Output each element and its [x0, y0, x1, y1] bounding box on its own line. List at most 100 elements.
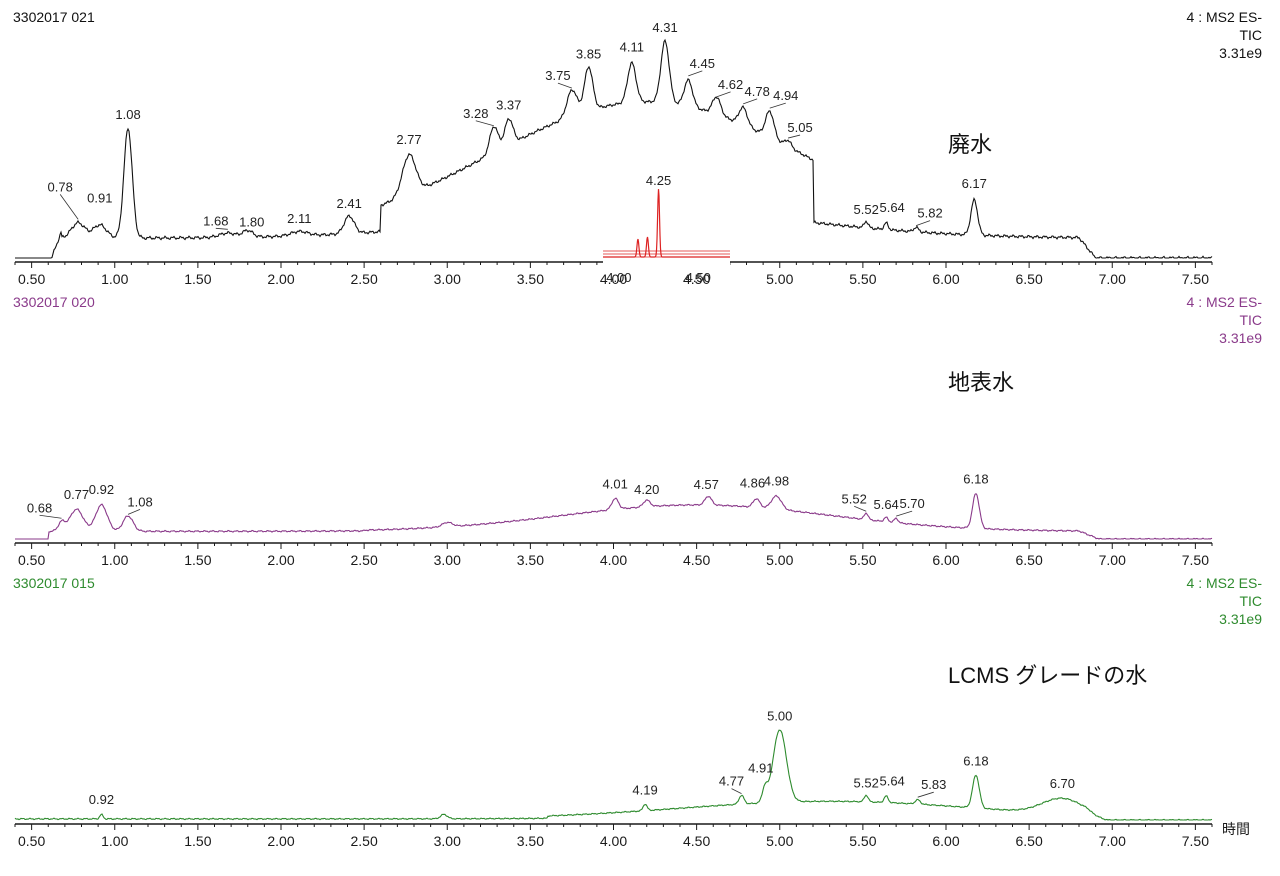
peak-label: 5.00: [767, 708, 792, 723]
x-tick-label: 1.00: [101, 271, 128, 287]
x-tick-label: 7.50: [1182, 552, 1209, 568]
peak-label: 6.17: [962, 176, 987, 191]
peak-label: 5.52: [854, 202, 879, 217]
instrument-label: TIC: [1239, 593, 1262, 609]
peak-label: 2.41: [337, 196, 362, 211]
instrument-label: 4 : MS2 ES-: [1187, 9, 1263, 25]
inset-tick-label: 4.00: [606, 270, 631, 285]
peak-label: 2.11: [287, 211, 311, 226]
x-tick-label: 7.00: [1099, 271, 1126, 287]
x-tick-label: 5.00: [766, 552, 793, 568]
peak-label: 4.11: [620, 40, 644, 55]
x-tick-label: 1.50: [184, 552, 211, 568]
peak-label: 0.78: [48, 179, 73, 194]
peak-leader-line: [215, 227, 228, 230]
peak-label: 0.92: [89, 482, 114, 497]
inset-trace: [603, 189, 730, 258]
peak-label: 5.64: [873, 497, 898, 512]
x-tick-label: 7.50: [1182, 833, 1209, 849]
instrument-label: 4 : MS2 ES-: [1187, 294, 1263, 310]
peak-label: 0.91: [87, 191, 112, 206]
peak-label: 4.86: [740, 476, 765, 491]
tic-trace: [15, 492, 1213, 540]
x-tick-label: 1.50: [184, 271, 211, 287]
x-tick-label: 4.00: [600, 833, 627, 849]
peak-label: 4.20: [634, 482, 659, 497]
x-tick-label: 5.00: [766, 271, 793, 287]
x-tick-label: 5.50: [849, 552, 876, 568]
x-tick-label: 1.00: [101, 833, 128, 849]
peak-label: 4.94: [773, 88, 798, 103]
x-tick-label: 6.50: [1016, 552, 1043, 568]
peak-leader-line: [127, 508, 141, 515]
peak-label: 4.45: [690, 56, 715, 71]
peak-label: 6.18: [963, 472, 988, 487]
x-tick-label: 5.00: [766, 833, 793, 849]
peak-label: 6.70: [1050, 776, 1075, 791]
peak-label: 0.68: [27, 500, 52, 515]
peak-leader-line: [688, 70, 703, 77]
sample-name: 廃水: [948, 132, 992, 157]
x-tick-label: 3.50: [517, 552, 544, 568]
tic-trace: [15, 38, 1213, 259]
peak-leader-line: [731, 788, 742, 795]
tic-trace: [14, 729, 1213, 821]
x-tick-label: 5.50: [849, 833, 876, 849]
peak-label: 3.28: [463, 106, 488, 121]
peak-label: 5.82: [917, 206, 942, 221]
peak-label: 0.77: [64, 487, 89, 502]
inset-axis-background: [603, 256, 730, 270]
peak-label: 1.08: [127, 494, 152, 509]
peak-label: 4.98: [764, 473, 789, 488]
x-tick-label: 4.50: [683, 833, 710, 849]
peak-label: 1.80: [239, 215, 264, 230]
peak-leader-line: [743, 98, 758, 105]
x-tick-label: 1.00: [101, 552, 128, 568]
peak-leader-line: [557, 82, 573, 89]
x-tick-label: 2.50: [351, 552, 378, 568]
x-tick-label: 0.50: [18, 833, 45, 849]
peak-leader-line: [915, 220, 931, 226]
x-tick-label: 2.50: [351, 271, 378, 287]
peak-label: 4.31: [652, 20, 677, 35]
peak-leader-line: [787, 134, 801, 139]
peak-leader-line: [475, 120, 494, 127]
peak-label: 4.62: [718, 77, 743, 92]
peak-label: 4.57: [694, 477, 719, 492]
peak-leader-line: [769, 102, 786, 109]
x-tick-label: 2.00: [267, 833, 294, 849]
peak-leader-line: [59, 194, 79, 220]
x-tick-label: 4.00: [600, 271, 627, 287]
x-tick-label: 1.50: [184, 833, 211, 849]
peak-leader-line: [854, 505, 867, 512]
peak-label: 6.18: [963, 753, 988, 768]
peak-label: 5.52: [842, 491, 867, 506]
instrument-label: 3.31e9: [1219, 330, 1262, 346]
x-tick-label: 3.50: [517, 271, 544, 287]
peak-label: 1.68: [203, 213, 228, 228]
x-tick-label: 2.00: [267, 271, 294, 287]
x-tick-label: 7.00: [1099, 552, 1126, 568]
x-tick-label: 3.00: [434, 271, 461, 287]
run-id-label: 3302017 015: [13, 575, 95, 591]
peak-label: 5.70: [899, 496, 924, 511]
x-tick-label: 6.50: [1016, 271, 1043, 287]
peak-leader-line: [896, 510, 913, 517]
run-id-label: 3302017 021: [13, 9, 95, 25]
x-tick-label: 4.50: [683, 552, 710, 568]
peak-label: 3.37: [496, 97, 521, 112]
x-tick-label: 6.00: [932, 271, 959, 287]
x-tick-label: 0.50: [18, 271, 45, 287]
x-tick-label: 0.50: [18, 552, 45, 568]
x-tick-label: 6.00: [932, 833, 959, 849]
peak-label: 5.52: [854, 775, 879, 790]
peak-label: 2.77: [396, 132, 421, 147]
x-tick-label: 6.50: [1016, 833, 1043, 849]
instrument-label: TIC: [1239, 27, 1262, 43]
instrument-label: 3.31e9: [1219, 611, 1262, 627]
x-axis-unit: 時間: [1222, 821, 1250, 837]
peak-leader-line: [716, 91, 731, 98]
peak-label: 5.83: [921, 777, 946, 792]
peak-label: 3.75: [545, 68, 570, 83]
inset-tick-label: 4.50: [686, 270, 711, 285]
